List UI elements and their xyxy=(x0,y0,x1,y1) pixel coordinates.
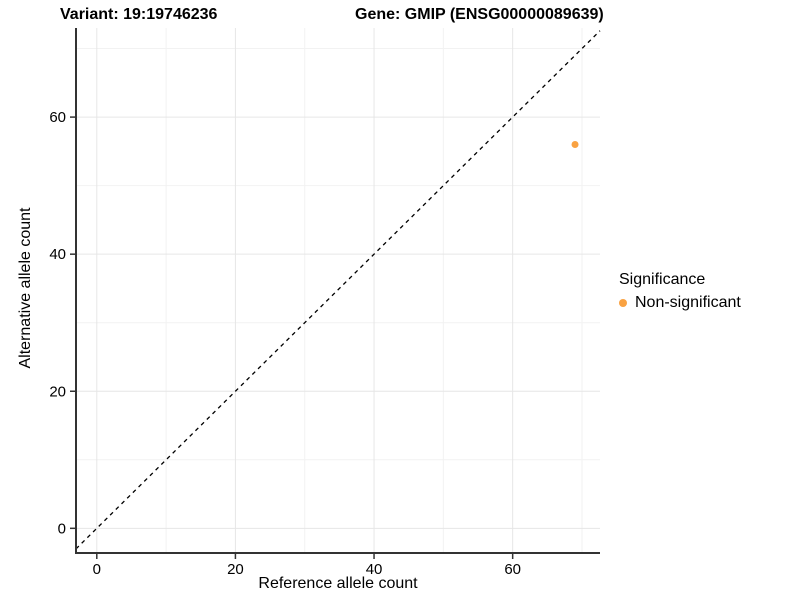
plot-title-variant: Variant: 19:19746236 xyxy=(60,6,218,23)
x-tick-label: 40 xyxy=(366,561,383,578)
y-tick-label: 20 xyxy=(49,383,66,400)
data-point xyxy=(571,141,579,149)
legend-item: Non-significant xyxy=(619,294,741,312)
x-tick-label: 20 xyxy=(227,561,244,578)
plot-title-gene: Gene: GMIP (ENSG00000089639) xyxy=(355,6,604,23)
legend-title: Significance xyxy=(619,271,706,288)
y-tick-label: 0 xyxy=(58,520,66,537)
legend-item-label: Non-significant xyxy=(635,294,741,311)
y-tick-label: 60 xyxy=(49,109,66,126)
y-axis-title: Alternative allele count xyxy=(17,207,34,369)
legend-dot-icon xyxy=(619,299,627,307)
y-tick-label: 40 xyxy=(49,246,66,263)
x-axis-title: Reference allele count xyxy=(258,575,418,592)
identity-line xyxy=(75,30,601,550)
x-tick-label: 0 xyxy=(93,561,101,578)
x-tick-label: 60 xyxy=(504,561,521,578)
legend: Significance Non-significant xyxy=(619,271,741,312)
